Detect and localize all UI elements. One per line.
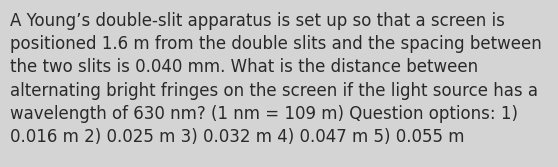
Text: A Young’s double-slit apparatus is set up so that a screen is
positioned 1.6 m f: A Young’s double-slit apparatus is set u… (10, 12, 542, 146)
